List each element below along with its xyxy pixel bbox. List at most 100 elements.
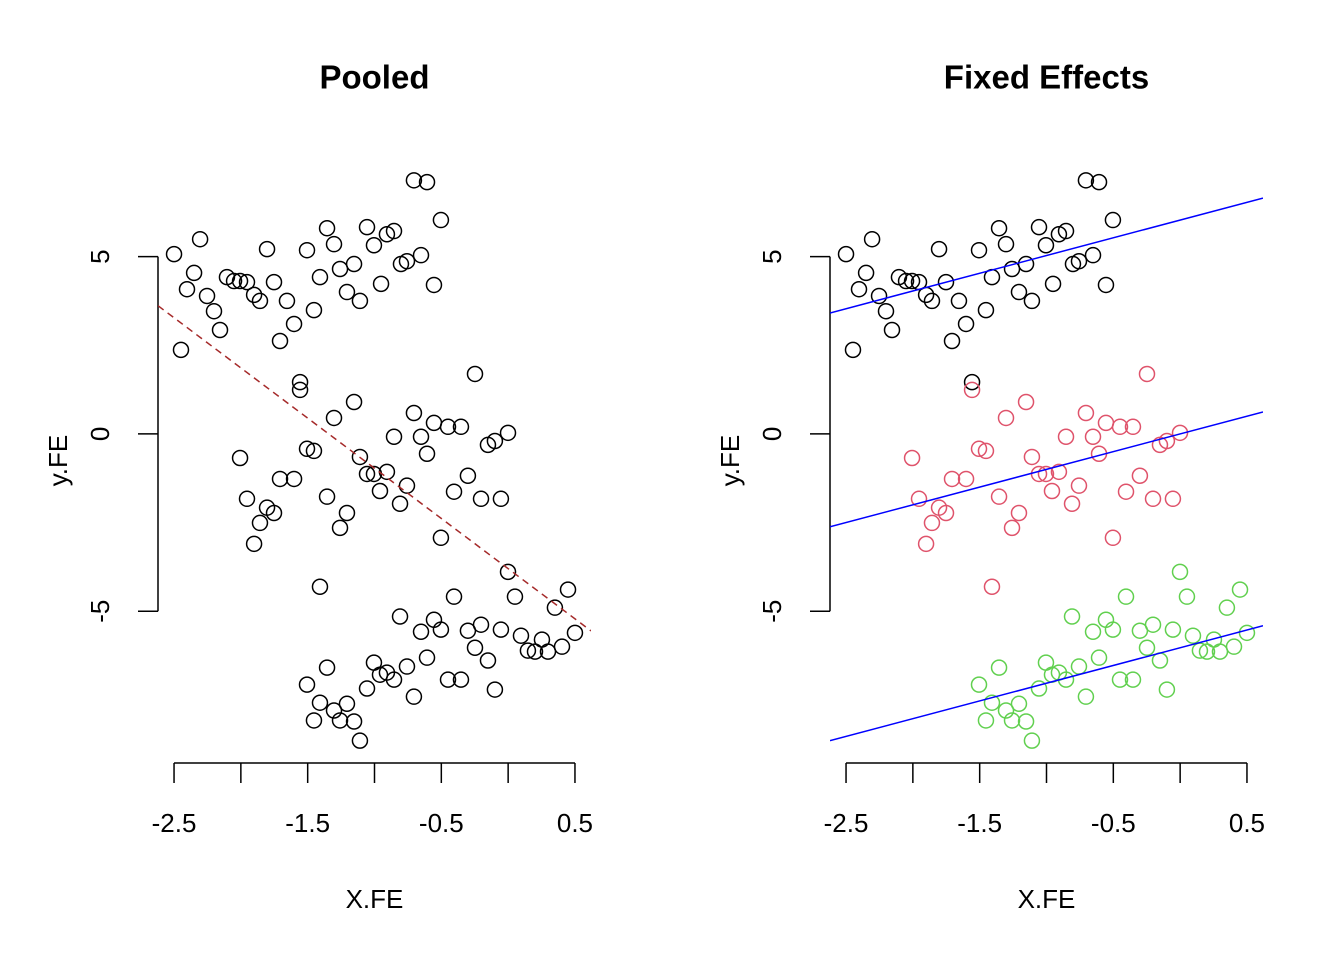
point [937,273,955,291]
point [1070,658,1088,675]
point [358,465,376,483]
point [432,529,450,547]
point [338,283,356,301]
point [452,418,470,436]
point [1158,681,1176,698]
point [486,432,504,450]
point [997,702,1015,719]
point [378,225,396,243]
point [950,292,968,310]
y-tick-label: -5 [757,600,787,623]
point [1090,649,1108,666]
point [1104,529,1122,547]
point [930,240,948,258]
point [238,273,256,291]
point [305,712,323,729]
point [1124,418,1142,436]
point [1057,222,1075,240]
point [526,643,544,660]
point [385,671,403,688]
y-axis-label: y.FE [715,435,745,487]
point [957,315,975,333]
point [1097,276,1115,294]
x-tick-label: 0.5 [557,808,593,838]
point [923,292,941,310]
point [1117,483,1135,500]
x-tick-label: -1.5 [957,808,1002,838]
point [231,449,249,467]
point [566,624,584,642]
point [231,272,249,290]
point [546,599,564,616]
point [391,495,409,513]
point [385,222,403,240]
point [499,563,517,581]
point [432,621,450,638]
point [963,373,981,391]
point [1077,404,1095,422]
point [519,642,537,659]
point [850,280,868,298]
point [165,245,183,263]
point [1057,428,1075,445]
point [963,381,981,399]
point [472,490,490,508]
point [285,315,303,333]
point [997,235,1015,253]
point [418,445,436,463]
point [990,488,1008,505]
point [418,173,436,191]
point [1124,671,1142,688]
point [1077,172,1095,189]
point [1030,680,1048,697]
point [251,292,269,310]
point [398,477,416,494]
point [512,627,530,644]
point [1144,616,1162,633]
fit-line [830,411,1263,528]
y-tick-label: 0 [757,427,787,441]
fit-line [830,197,1263,314]
point [877,302,895,320]
point [1238,624,1256,642]
point [178,280,196,298]
point [405,688,423,705]
point [298,676,316,693]
fit-line [158,305,591,632]
point [1043,482,1061,500]
x-tick-label: -2.5 [824,808,869,838]
point [405,172,423,189]
point [418,649,436,666]
point [1218,599,1236,616]
point [371,482,389,500]
point [903,272,921,290]
point [559,581,577,598]
point [1063,608,1081,625]
point [191,230,209,248]
point [910,490,928,508]
point [937,504,955,522]
point [1131,467,1149,484]
point [185,264,203,282]
chart-title: Fixed Effects [944,59,1149,96]
point [863,230,881,248]
point [1084,428,1102,445]
y-tick-label: 0 [85,427,115,441]
point [285,470,303,488]
point [318,219,336,237]
x-tick-label: 0.5 [1229,808,1265,838]
point [331,712,349,729]
point [298,440,316,458]
point [486,681,504,698]
point [1003,519,1021,537]
point [1164,621,1182,638]
point [245,535,263,553]
point [198,287,216,305]
point [205,302,223,320]
point [351,732,369,749]
point [291,381,309,399]
point [1171,424,1189,442]
point [990,659,1008,676]
point [439,418,457,436]
point [1010,695,1028,713]
